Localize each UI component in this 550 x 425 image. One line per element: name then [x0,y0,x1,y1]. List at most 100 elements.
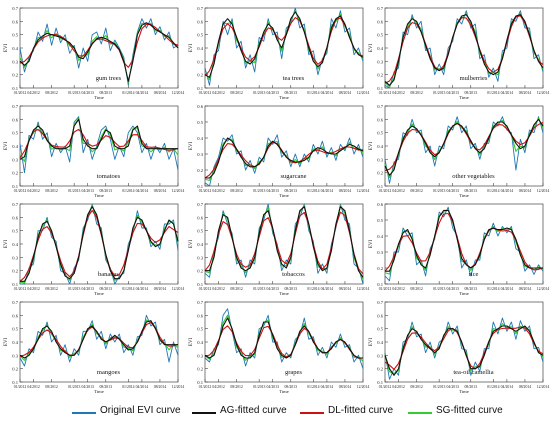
x-tick-label: 04/2014 [501,189,514,193]
y-tick-label: 0.4 [377,234,383,239]
y-tick-label: 0.5 [197,327,203,332]
x-tick-label: 01/2012 [199,91,212,95]
y-tick-label: 0.3 [12,59,18,64]
x-tick-label: 01/2012 [14,287,27,291]
panel-mulberries: 0.1 0.2 0.3 0.4 0.5 0.6 0.7 EVI 01/2012 04/2012 08… [369,6,549,100]
legend-label-original: Original EVI curve [100,405,181,416]
y-tick-label: 0.3 [197,152,203,157]
legend-swatch-original [72,412,96,414]
y-tick-label: 0.5 [377,327,383,332]
y-tick-label: 0.5 [377,33,383,38]
panel-label: sugarcane [280,173,306,180]
panel-bananas: 0.1 0.2 0.3 0.4 0.5 0.6 0.7 EVI 01/2012 04/2012 08… [4,202,184,296]
y-axis-label: EVI [4,142,9,151]
x-tick-label: 01/2013 [433,385,446,389]
x-tick-label: 04/2014 [321,91,334,95]
x-tick-label: 01/2014 [122,385,135,389]
y-tick-label: 0.1 [377,282,383,287]
y-tick-label: 0.5 [377,218,383,223]
x-tick-label: 08/2014 [519,189,532,193]
y-tick-label: 0.6 [12,19,18,24]
y-tick-label: 0.1 [12,184,18,189]
x-tick-label: 01/2014 [122,91,135,95]
series-line-dl [384,15,544,84]
x-tick-label: 08/2014 [339,189,352,193]
series-line-ag [204,317,363,359]
panel-frame [204,105,364,187]
y-tick-label: 0.5 [197,33,203,38]
y-tick-label: 0.1 [12,86,18,91]
x-tick-label: 04/2012 [27,287,40,291]
y-tick-label: 0.5 [12,229,18,234]
series-line-ag [205,206,364,278]
x-tick-label: 04/2013 [81,189,94,193]
x-tick-label: 04/2014 [321,287,334,291]
x-tick-label: 08/2013 [100,287,113,291]
x-tick-label: 08/2012 [410,189,423,193]
x-tick-label: 08/2013 [285,91,298,95]
y-tick-label: 0.5 [197,229,203,234]
x-tick-label: 12/2014 [537,189,550,193]
legend-label-dl: DL-fitted curve [328,405,394,416]
y-tick-label: 0.6 [12,215,18,220]
x-axis-label: Time [459,389,469,394]
x-tick-label: 08/2012 [45,385,58,389]
x-tick-label: 04/2013 [446,189,459,193]
legend-swatch-sg [408,412,432,414]
y-tick-label: 0.1 [197,184,203,189]
x-tick-label: 04/2014 [136,91,149,95]
y-tick-label: 0.5 [12,327,18,332]
series-line-dl [19,209,179,282]
x-tick-label: 04/2012 [27,189,40,193]
panel-label: tomatoes [97,173,121,180]
x-tick-label: 04/2014 [501,287,514,291]
x-tick-label: 04/2012 [212,385,225,389]
x-tick-label: 08/2012 [45,287,58,291]
y-tick-label: 0.7 [377,6,383,11]
panel-label: mangoes [97,369,121,376]
y-tick-label: 0.2 [197,269,203,274]
series-line-dl [19,23,179,68]
x-tick-label: 01/2013 [253,287,266,291]
x-tick-label: 01/2012 [379,91,392,95]
x-tick-label: 01/2014 [307,287,320,291]
x-tick-label: 04/2013 [266,189,279,193]
x-tick-label: 04/2013 [266,385,279,389]
x-tick-label: 08/2013 [465,91,478,95]
x-tick-label: 08/2014 [519,385,532,389]
y-tick-label: 0.7 [377,300,383,305]
y-axis-label: EVI [369,142,374,151]
x-tick-label: 12/2014 [172,287,185,291]
y-tick-label: 0.1 [197,86,203,91]
x-tick-label: 01/2012 [199,385,212,389]
y-tick-label: 0.2 [197,73,203,78]
panel-label: tea trees [283,75,305,82]
x-tick-label: 01/2013 [68,287,81,291]
x-tick-label: 12/2014 [357,385,370,389]
y-tick-label: 0.7 [12,300,18,305]
x-tick-label: 01/2014 [487,287,500,291]
x-tick-label: 01/2013 [433,91,446,95]
x-tick-label: 01/2014 [307,189,320,193]
x-tick-label: 01/2013 [68,385,81,389]
x-tick-label: 04/2012 [212,287,225,291]
y-tick-label: 0.6 [197,215,203,220]
y-tick-label: 0.4 [377,340,383,345]
x-tick-label: 08/2013 [465,287,478,291]
y-tick-label: 0.3 [377,59,383,64]
x-tick-label: 08/2012 [45,91,58,95]
y-tick-label: 0.2 [377,171,383,176]
series-line-ag [20,206,179,282]
y-axis-label: EVI [4,338,9,347]
series-line-ag [384,325,544,376]
y-tick-label: 0.4 [197,136,203,141]
x-tick-label: 04/2013 [446,385,459,389]
x-tick-label: 08/2012 [230,385,243,389]
x-tick-label: 01/2014 [487,385,500,389]
x-tick-label: 08/2012 [410,385,423,389]
y-tick-label: 0.4 [12,144,18,149]
x-tick-label: 04/2012 [212,189,225,193]
panel-label: other vegetables [452,173,495,180]
x-tick-label: 04/2014 [136,287,149,291]
y-tick-label: 0.2 [197,367,203,372]
